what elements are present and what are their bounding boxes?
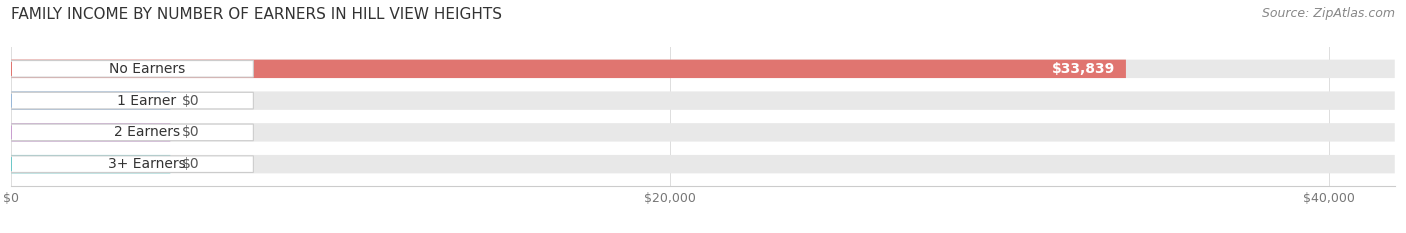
FancyBboxPatch shape [11, 124, 253, 141]
FancyBboxPatch shape [11, 91, 170, 110]
FancyBboxPatch shape [11, 155, 1395, 173]
Text: No Earners: No Earners [108, 62, 186, 76]
FancyBboxPatch shape [11, 60, 1395, 78]
FancyBboxPatch shape [11, 92, 253, 109]
FancyBboxPatch shape [11, 61, 253, 77]
FancyBboxPatch shape [11, 155, 170, 173]
Text: $33,839: $33,839 [1052, 62, 1115, 76]
Text: $0: $0 [181, 157, 200, 171]
FancyBboxPatch shape [11, 123, 1395, 142]
FancyBboxPatch shape [11, 91, 1395, 110]
Text: FAMILY INCOME BY NUMBER OF EARNERS IN HILL VIEW HEIGHTS: FAMILY INCOME BY NUMBER OF EARNERS IN HI… [11, 7, 502, 22]
FancyBboxPatch shape [11, 123, 170, 142]
Text: $0: $0 [181, 94, 200, 108]
Text: 1 Earner: 1 Earner [117, 94, 176, 108]
Text: 3+ Earners: 3+ Earners [108, 157, 186, 171]
Text: Source: ZipAtlas.com: Source: ZipAtlas.com [1261, 7, 1395, 20]
FancyBboxPatch shape [11, 60, 1126, 78]
Text: $0: $0 [181, 125, 200, 139]
Text: 2 Earners: 2 Earners [114, 125, 180, 139]
FancyBboxPatch shape [11, 156, 253, 172]
